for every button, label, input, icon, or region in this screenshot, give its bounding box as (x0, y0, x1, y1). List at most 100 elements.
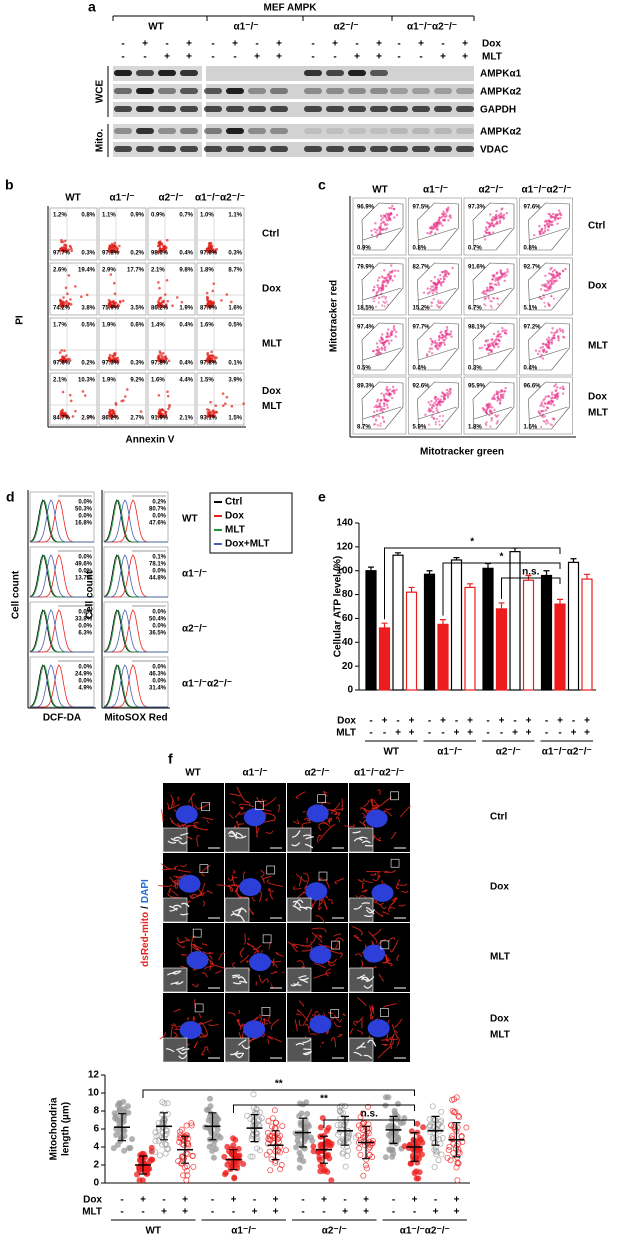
axis-label: Cell count (85, 570, 96, 619)
sign: - (211, 1195, 214, 1206)
band (456, 106, 474, 112)
dot (316, 1150, 321, 1155)
sign: + (467, 716, 473, 727)
gate-value: 5.9% (413, 425, 427, 431)
event (435, 288, 437, 290)
event (554, 390, 556, 392)
event (393, 390, 395, 392)
nucleus (180, 1021, 202, 1039)
inset (287, 898, 311, 922)
event (166, 279, 169, 282)
row-label: MLT (588, 341, 608, 352)
event (384, 297, 386, 299)
event (438, 403, 440, 405)
event (428, 291, 430, 293)
histogram-value: 0.0% (78, 665, 92, 671)
event (381, 296, 383, 298)
error-bar (485, 564, 491, 569)
event (500, 212, 502, 214)
event (377, 350, 379, 352)
event (447, 219, 449, 221)
event (497, 334, 499, 336)
dot (264, 1152, 269, 1157)
event (371, 234, 373, 236)
event (431, 228, 433, 230)
event (489, 406, 491, 408)
band (136, 106, 154, 112)
event (440, 300, 442, 302)
row-label: Dox (262, 284, 281, 295)
y-axis-label: length (µm) (61, 1102, 72, 1156)
y-tick-label: 0 (347, 685, 353, 696)
event (437, 398, 439, 400)
band (304, 128, 322, 134)
sign: + (584, 716, 590, 727)
event (431, 290, 433, 292)
fraction-label: Mito. (95, 129, 106, 153)
event (393, 216, 395, 218)
event (485, 226, 487, 228)
nucleus (179, 875, 201, 893)
sign: - (311, 52, 314, 63)
event (390, 334, 392, 336)
nucleus (363, 945, 385, 963)
group-label: α2⁻/⁻ (333, 22, 358, 33)
quadrant-value: 17.7% (127, 268, 145, 274)
histogram-value: 44.8% (149, 576, 167, 582)
event (561, 329, 563, 331)
y-tick-label: 12 (88, 1070, 100, 1081)
row-label: Dox (588, 392, 607, 403)
event (551, 220, 553, 222)
column-label: WT (65, 193, 81, 204)
event (380, 219, 382, 221)
row-label: α1⁻/⁻α2⁻/⁻ (182, 679, 232, 690)
event (70, 248, 73, 251)
event (396, 214, 398, 216)
event (540, 347, 542, 349)
event (376, 284, 378, 286)
event (109, 357, 112, 360)
event (435, 223, 437, 225)
band (114, 128, 132, 134)
sign: + (584, 728, 590, 739)
dot (251, 1092, 256, 1097)
gate-value: 1.8% (468, 425, 482, 431)
sign: + (433, 1207, 439, 1218)
event (109, 409, 112, 412)
event (380, 392, 382, 394)
dot (335, 1122, 340, 1127)
event (372, 350, 374, 352)
event (393, 329, 395, 331)
event (544, 224, 546, 226)
event (496, 339, 498, 341)
axis-label: Mitotracker green (420, 447, 504, 458)
dot (157, 1153, 162, 1158)
event (492, 395, 494, 397)
event (382, 301, 384, 303)
band (390, 106, 408, 112)
event (62, 296, 65, 299)
quadrant-value: 1.0% (200, 213, 214, 219)
dot (412, 1171, 417, 1176)
dot (222, 1154, 227, 1159)
histogram-value: 0.0% (78, 555, 92, 561)
blot-label: GAPDH (480, 105, 516, 116)
dot (184, 1123, 189, 1128)
event (448, 393, 450, 395)
event (481, 347, 483, 349)
x-tick-label: α1⁻/⁻α2⁻/⁻ (542, 747, 592, 758)
event (392, 386, 394, 388)
event (438, 339, 440, 341)
gate-value: 95.9% (468, 384, 486, 390)
sign: - (143, 52, 146, 63)
sign: + (467, 728, 473, 739)
dot (317, 1157, 322, 1162)
event (439, 332, 441, 334)
event (391, 205, 393, 207)
event (557, 335, 559, 337)
event (427, 287, 429, 289)
event (543, 420, 545, 422)
event (555, 383, 557, 385)
event (158, 411, 161, 414)
error-bar (544, 571, 550, 576)
